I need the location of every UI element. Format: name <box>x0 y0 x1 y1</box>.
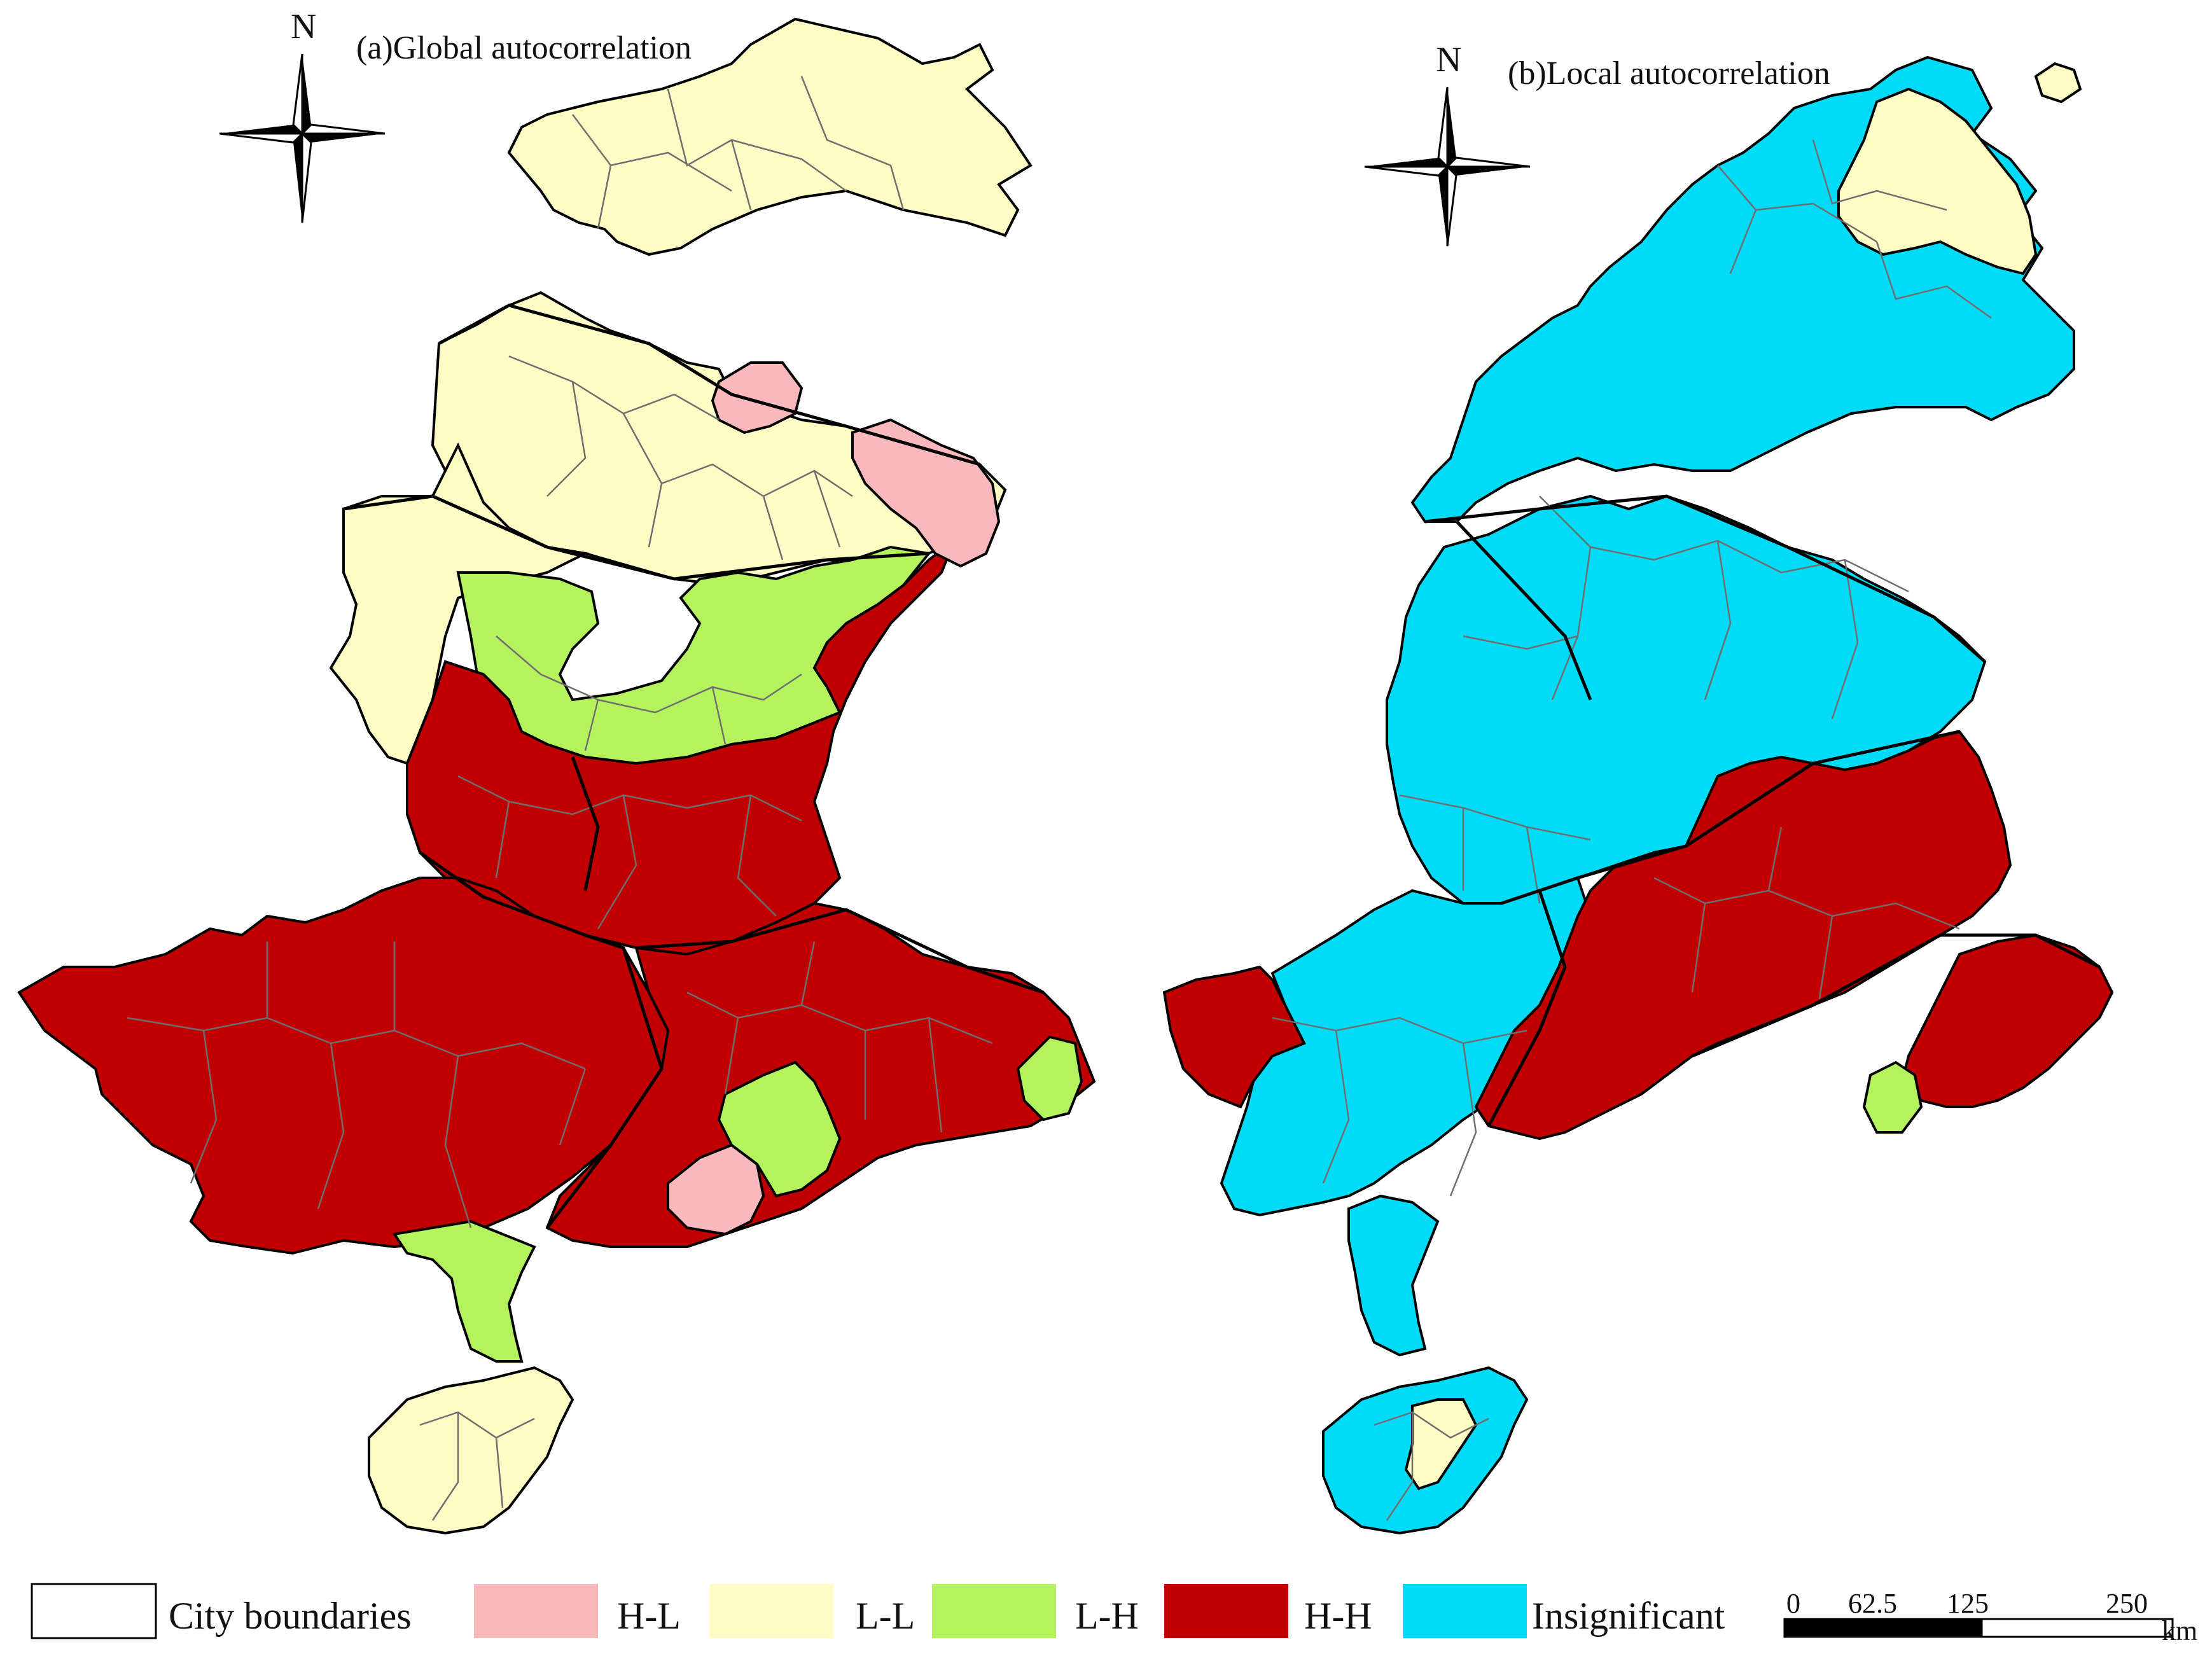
map-b-title: (b)Local autocorrelation <box>1508 55 1830 92</box>
legend: City boundaries H-L L-L L-H H-H Insignif… <box>31 1583 1725 1639</box>
west-hotspot <box>1162 965 1306 1109</box>
legend-item-l-h: L-H <box>932 1584 1139 1638</box>
province-boundaries-a <box>343 303 1044 1229</box>
peninsula-region <box>1347 1194 1440 1357</box>
north-region <box>507 17 1033 256</box>
north-label: N <box>1436 40 1461 80</box>
coast-green-region <box>717 1035 1083 1198</box>
hotspot-pink-coast <box>667 1143 765 1236</box>
scale-tick-3: 250 <box>2106 1588 2148 1619</box>
scale-tick-0: 0 <box>1786 1588 1800 1619</box>
coast-green <box>1862 1060 1923 1134</box>
city-boundaries-b <box>1272 139 1992 1521</box>
north-region <box>1410 55 2075 523</box>
legend-item-city-boundaries: City boundaries <box>31 1583 412 1639</box>
map-panel-b: (b)Local autocorrelation N <box>1162 40 2114 1535</box>
legend-item-insignificant: Insignificant <box>1403 1584 1725 1638</box>
hotspot-pink-north <box>711 361 803 434</box>
east-hotspot <box>1900 933 2114 1108</box>
island-coldspot <box>1404 1398 1478 1491</box>
island-region <box>368 1366 574 1535</box>
legend-item-l-l: L-L <box>709 1584 915 1638</box>
map-a-title: (a)Global autocorrelation <box>356 30 692 66</box>
north-label: N <box>291 7 316 46</box>
northeast-cluster <box>1837 62 2082 275</box>
svg-text:H-L: H-L <box>617 1595 681 1637</box>
scale-bar: 0 62.5 125 250 km <box>1783 1588 2197 1646</box>
svg-text:L-H: L-H <box>1075 1595 1139 1637</box>
city-boundaries-a <box>127 76 993 1521</box>
north-arrow-icon: N <box>219 7 386 223</box>
svg-text:L-L: L-L <box>856 1595 915 1637</box>
legend-item-h-l: H-L <box>474 1584 681 1638</box>
svg-text:H-H: H-H <box>1304 1595 1372 1637</box>
hotspot-pink-east <box>851 418 1001 568</box>
west-mid-region <box>329 442 590 765</box>
svg-text:City boundaries: City boundaries <box>169 1595 412 1637</box>
svg-text:Insignificant: Insignificant <box>1532 1595 1725 1637</box>
scale-tick-1: 62.5 <box>1848 1588 1897 1619</box>
scale-tick-2: 125 <box>1947 1588 1989 1619</box>
north-arrow-icon: N <box>1364 40 1531 247</box>
peninsula-region <box>392 1220 536 1363</box>
scale-unit: km <box>2162 1615 2197 1646</box>
legend-item-h-h: H-H <box>1164 1584 1372 1638</box>
province-boundaries-b <box>1424 494 2101 1127</box>
map-panel-a: (a)Global autocorrelation N <box>17 7 1096 1535</box>
